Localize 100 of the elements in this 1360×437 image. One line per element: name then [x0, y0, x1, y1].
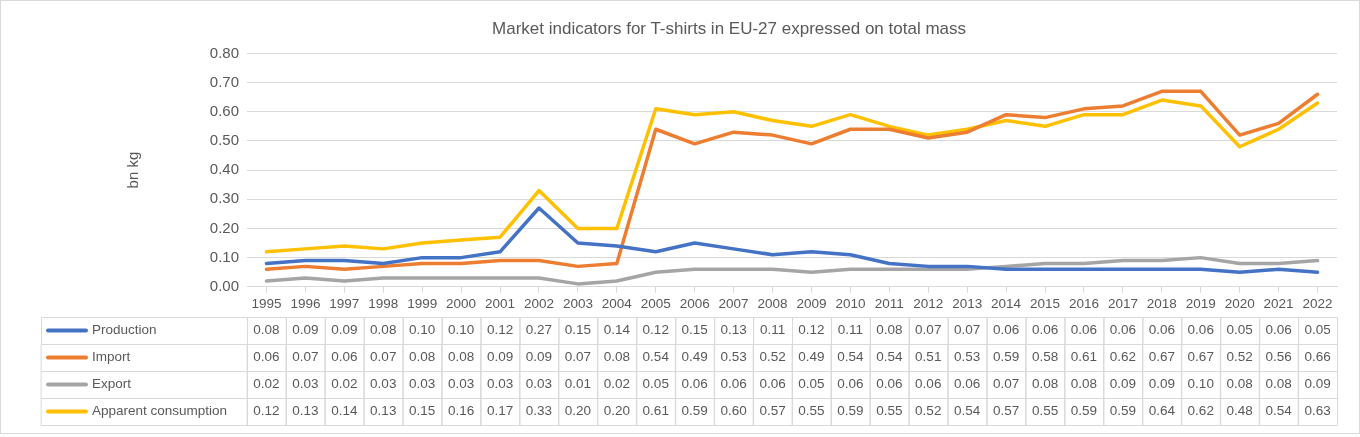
x-tick-label: 2015	[1030, 295, 1061, 311]
data-label: 0.09	[525, 349, 553, 365]
data-label: 0.14	[603, 322, 631, 338]
data-label: 0.48	[1226, 403, 1253, 419]
data-label: 0.20	[564, 403, 592, 419]
data-label: 0.06	[1187, 322, 1214, 338]
data-label: 0.60	[720, 403, 747, 419]
data-label: 0.03	[370, 376, 397, 392]
data-label: 0.09	[1148, 376, 1175, 392]
data-label: 0.05	[1304, 322, 1331, 338]
y-axis-title: bn kg	[124, 151, 142, 189]
data-label: 0.03	[486, 376, 514, 392]
data-label: 0.12	[798, 322, 825, 338]
data-label: 0.06	[1265, 322, 1292, 338]
data-label: 0.02	[603, 376, 630, 392]
data-label: 0.07	[915, 322, 942, 338]
x-tick-label: 2001	[485, 295, 516, 311]
data-label: 0.06	[681, 376, 708, 392]
data-label: 0.67	[1187, 349, 1214, 365]
y-tick-label: 0.20	[209, 218, 239, 236]
data-label: 0.06	[837, 376, 864, 392]
data-label: 0.53	[954, 349, 981, 365]
data-label: 0.59	[1070, 403, 1098, 419]
data-label: 0.59	[837, 403, 864, 419]
data-label: 0.13	[292, 403, 319, 419]
data-label: 0.56	[1265, 349, 1292, 365]
data-label: 0.66	[1304, 349, 1331, 365]
data-label: 0.06	[331, 349, 358, 365]
data-label: 0.33	[525, 403, 553, 419]
x-tick-label: 2011	[874, 295, 904, 311]
data-label: 0.58	[1031, 349, 1059, 365]
data-label: 0.54	[954, 403, 981, 419]
data-label: 0.08	[1226, 376, 1253, 392]
x-tick-label: 2005	[640, 295, 671, 311]
y-tick-label: 0.40	[209, 160, 239, 178]
data-label: 0.03	[447, 376, 475, 392]
data-label: 0.08	[1070, 376, 1098, 392]
y-tick-label: 0.50	[209, 131, 239, 149]
x-tick-label: 1996	[290, 295, 321, 311]
x-tick-label: 2006	[679, 295, 710, 311]
data-label: 0.53	[720, 349, 747, 365]
legend-label: Import	[92, 349, 131, 365]
data-label: 0.07	[292, 349, 319, 365]
data-label: 0.06	[253, 349, 280, 365]
data-label: 0.05	[1226, 322, 1253, 338]
data-label: 0.14	[331, 403, 358, 419]
data-label: 0.09	[331, 322, 358, 338]
data-label: 0.52	[915, 403, 942, 419]
data-label: 0.06	[720, 376, 747, 392]
y-tick-label: 0.70	[209, 72, 239, 90]
y-tick-label: 0.10	[209, 247, 239, 265]
data-label: 0.62	[1109, 349, 1137, 365]
data-label: 0.49	[798, 349, 825, 365]
data-label: 0.27	[525, 322, 553, 338]
data-label: 0.08	[253, 322, 280, 338]
data-label: 0.10	[1187, 376, 1214, 392]
data-label: 0.11	[837, 322, 864, 338]
x-tick-label: 1995	[251, 295, 282, 311]
data-label: 0.12	[253, 403, 280, 419]
data-label: 0.02	[253, 376, 280, 392]
data-label: 0.51	[915, 349, 942, 365]
x-tick-label: 2008	[757, 295, 788, 311]
x-tick-label: 2012	[913, 295, 944, 311]
data-label: 0.61	[642, 403, 669, 419]
data-label: 0.07	[954, 322, 981, 338]
data-label: 0.54	[1265, 403, 1293, 419]
data-label: 0.55	[798, 403, 825, 419]
data-label: 0.06	[1148, 322, 1175, 338]
data-label: 0.59	[1109, 403, 1137, 419]
data-label: 0.10	[409, 322, 436, 338]
data-label: 0.55	[1031, 403, 1059, 419]
x-tick-label: 2007	[718, 295, 749, 311]
data-label: 0.06	[1070, 322, 1098, 338]
legend-label: Production	[92, 322, 157, 338]
data-label: 0.61	[1070, 349, 1098, 365]
data-label: 0.57	[992, 403, 1020, 419]
x-tick-label: 1997	[329, 295, 360, 311]
data-label: 0.06	[992, 322, 1020, 338]
x-tick-label: 2013	[952, 295, 983, 311]
x-tick-label: 2020	[1224, 295, 1255, 311]
data-label: 0.08	[1265, 376, 1292, 392]
data-label: 0.67	[1148, 349, 1175, 365]
data-label: 0.15	[681, 322, 708, 338]
x-tick-label: 1999	[407, 295, 438, 311]
data-label: 0.08	[370, 322, 397, 338]
x-tick-label: 2004	[601, 295, 633, 311]
x-tick-label: 2000	[446, 295, 477, 311]
data-label: 0.16	[447, 403, 475, 419]
x-tick-label: 2022	[1302, 295, 1333, 311]
legend-label: Export	[92, 376, 132, 392]
x-tick-label: 2002	[523, 295, 554, 311]
data-label: 0.08	[1031, 376, 1059, 392]
data-label: 0.05	[798, 376, 825, 392]
data-label: 0.06	[876, 376, 903, 392]
data-label: 0.10	[447, 322, 475, 338]
data-label: 0.15	[409, 403, 436, 419]
x-tick-label: 2017	[1107, 295, 1138, 311]
x-tick-label: 2014	[991, 295, 1022, 311]
y-tick-label: 0.60	[209, 101, 239, 119]
data-label: 0.06	[915, 376, 942, 392]
